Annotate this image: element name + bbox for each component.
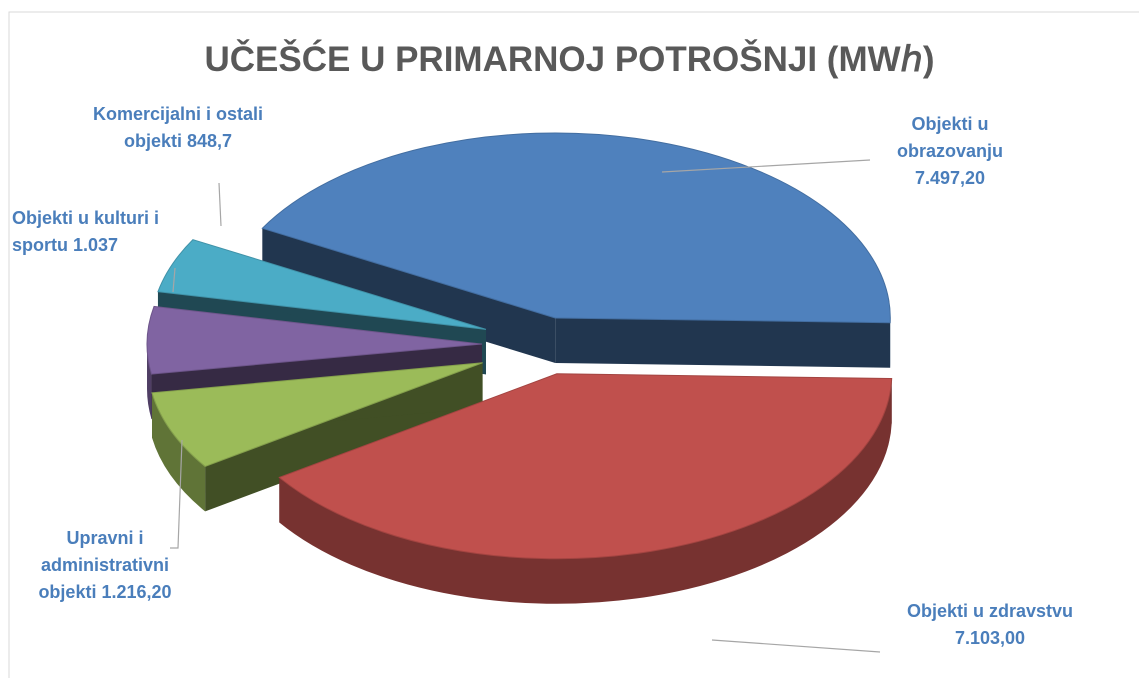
pie xyxy=(146,132,893,604)
slice xyxy=(151,362,483,467)
label-value: 848,7 xyxy=(186,131,233,151)
leader-line xyxy=(661,159,871,173)
label-name: Objekti u kulturi i sportu xyxy=(12,208,160,255)
chart-title: UČEŠĆE U PRIMARNOJ POTROŠNJI (MWℎ) xyxy=(204,40,935,79)
label-name: Objekti u zdravstvu xyxy=(906,601,1074,621)
slice-side xyxy=(147,344,152,420)
data-label: Objekti u kulturi i sportu 1.037 xyxy=(12,205,187,259)
label-value: 7.103,00 xyxy=(954,628,1026,648)
leader-line xyxy=(170,439,183,549)
label-value: 1.216,20 xyxy=(101,582,172,602)
data-label: Upravni i administrativni objekti 1.216,… xyxy=(15,525,195,606)
label-name: Upravni i administrativni objekti xyxy=(38,528,170,602)
data-label: Objekti u obrazovanju 7.497,20 xyxy=(875,111,1025,192)
slice-wall xyxy=(555,317,891,368)
slice xyxy=(261,132,891,324)
data-label: Objekti u zdravstvu 7.103,00 xyxy=(870,598,1110,652)
label-value: 7.497,20 xyxy=(914,168,986,188)
leader-line xyxy=(218,182,222,227)
slice xyxy=(157,239,487,330)
slice xyxy=(146,305,483,375)
chart-border xyxy=(8,11,1139,678)
label-name: Komercijalni i ostali objekti xyxy=(92,104,264,151)
slice-side xyxy=(279,378,892,604)
label-value: 1.037 xyxy=(73,235,119,255)
leader-lines xyxy=(170,159,881,653)
leader-line xyxy=(172,267,176,293)
data-label: Komercijalni i ostali objekti 848,7 xyxy=(78,101,278,155)
label-name: Objekti u obrazovanju xyxy=(896,114,1003,161)
leader-line xyxy=(711,639,881,653)
slice xyxy=(278,373,893,560)
